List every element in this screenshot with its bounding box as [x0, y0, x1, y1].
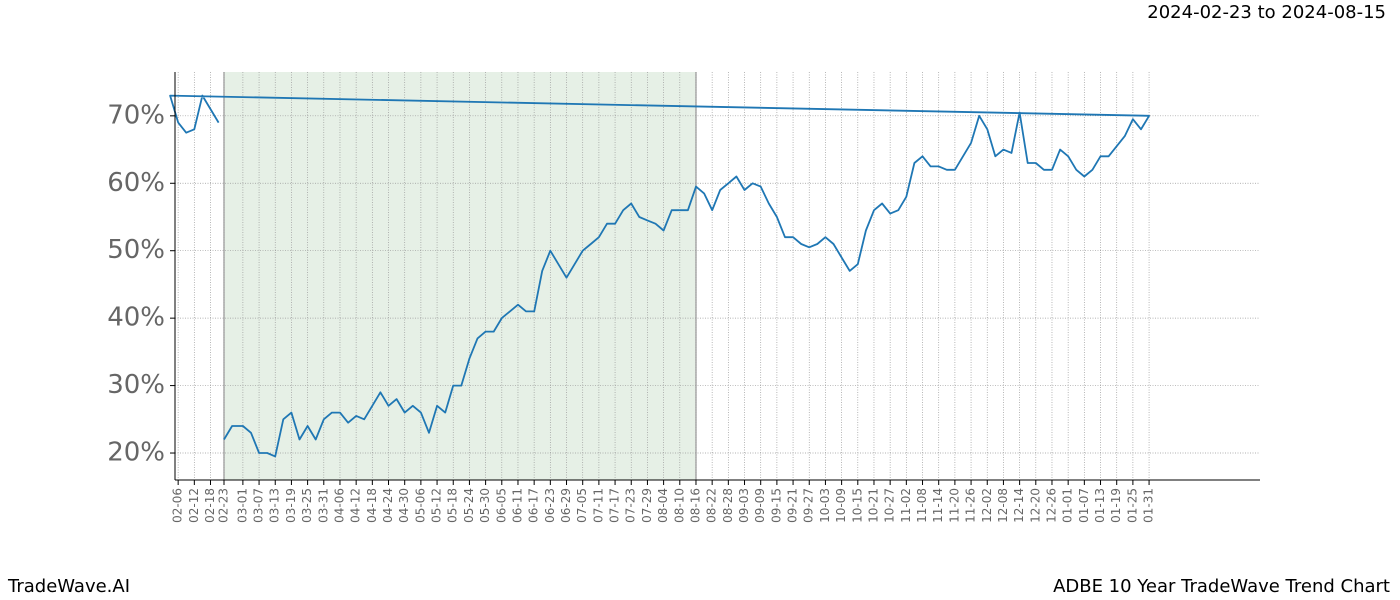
trend-line: [169, 94, 1150, 458]
x-tick-label: 03-07: [252, 488, 266, 523]
plot-area: 20%30%40%50%60%70%02-23 03-01 03-07 03-13 03…: [107, 72, 1260, 523]
x-tick-label: 04-12: [349, 488, 363, 523]
x-tick-label: 05-12: [430, 488, 444, 523]
x-tick-label: 02-18: [203, 488, 217, 523]
x-tick-label: 08-28: [721, 488, 735, 523]
y-tick-label: 40%: [107, 303, 165, 333]
highlight-band: [224, 72, 696, 480]
x-tick-label: 12-26: [1044, 488, 1058, 523]
x-tick-label: 11-20: [947, 488, 961, 523]
x-tick-label: 10-15: [850, 488, 864, 523]
x-tick-label: 03-01: [235, 488, 249, 523]
x-tick-label: 12-02: [980, 488, 994, 523]
x-tick-label: 02-06: [171, 488, 185, 523]
x-tick-label: 09-03: [737, 488, 751, 523]
x-tick-label: 04-24: [381, 488, 395, 523]
x-tick-label: 07-11: [591, 488, 605, 523]
date-range: 2024-02-23 to 2024-08-15: [1147, 2, 1386, 23]
x-tick-label: 11-26: [964, 488, 978, 523]
x-tick-label: 05-18: [446, 488, 460, 523]
x-tick-label: 06-11: [510, 488, 524, 523]
y-tick-label: 20%: [107, 438, 165, 468]
x-tick-label: 08-04: [656, 488, 670, 523]
y-tick-label: 70%: [107, 100, 165, 130]
x-tick-label: 10-09: [834, 488, 848, 523]
x-tick-label: 09-21: [786, 488, 800, 523]
x-tick-label: 06-17: [527, 488, 541, 523]
x-tick-label: 01-07: [1077, 488, 1091, 523]
x-tick-label: 11-02: [899, 488, 913, 523]
x-tick-label: 09-15: [769, 488, 783, 523]
x-tick-label: 02-23: [217, 488, 231, 523]
x-tick-label: 01-01: [1061, 488, 1075, 523]
x-tick-label: 01-19: [1109, 488, 1123, 523]
brand: TradeWave.AI: [7, 576, 130, 597]
x-tick-label: 06-05: [494, 488, 508, 523]
x-tick-label: 05-06: [413, 488, 427, 523]
x-tick-label: 03-13: [268, 488, 282, 523]
x-tick-label: 08-16: [688, 488, 702, 523]
x-tick-label: 02-12: [187, 488, 201, 523]
x-tick-label: 01-13: [1093, 488, 1107, 523]
chart-title: ADBE 10 Year TradeWave Trend Chart: [1053, 576, 1390, 597]
x-tick-label: 07-05: [575, 488, 589, 523]
x-tick-label: 01-25: [1125, 488, 1139, 523]
x-tick-label: 11-14: [931, 488, 945, 523]
x-tick-label: 04-18: [365, 488, 379, 523]
x-tick-label: 10-03: [818, 488, 832, 523]
x-tick-label: 12-14: [1012, 488, 1026, 523]
x-tick-label: 05-24: [462, 488, 476, 523]
x-tick-label: 06-23: [543, 488, 557, 523]
x-tick-label: 03-31: [316, 488, 330, 523]
y-tick-label: 50%: [107, 235, 165, 265]
x-tick-label: 06-29: [559, 488, 573, 523]
x-tick-label: 08-10: [672, 488, 686, 523]
x-tick-label: 03-19: [284, 488, 298, 523]
x-tick-label: 07-29: [640, 488, 654, 523]
x-tick-label: 07-23: [624, 488, 638, 523]
x-tick-label: 12-08: [996, 488, 1010, 523]
x-tick-label: 05-30: [478, 488, 492, 523]
x-tick-label: 01-31: [1142, 488, 1156, 523]
x-tick-label: 12-20: [1028, 488, 1042, 523]
x-tick-label: 10-21: [866, 488, 880, 523]
y-tick-label: 60%: [107, 168, 165, 198]
x-tick-label: 04-06: [332, 488, 346, 523]
x-tick-label: 09-09: [753, 488, 767, 523]
x-tick-label: 03-25: [300, 488, 314, 523]
x-tick-label: 04-30: [397, 488, 411, 523]
x-tick-label: 09-27: [802, 488, 816, 523]
x-tick-label: 10-27: [883, 488, 897, 523]
x-tick-label: 07-17: [608, 488, 622, 523]
y-tick-label: 30%: [107, 370, 165, 400]
x-tick-label: 11-08: [915, 488, 929, 523]
x-tick-label: 08-22: [705, 488, 719, 523]
